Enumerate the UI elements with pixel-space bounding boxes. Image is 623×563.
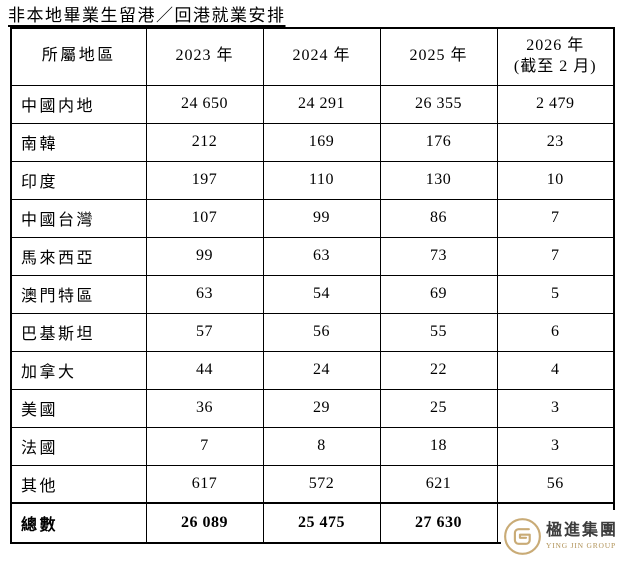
table-row: 中國台灣 107 99 86 7 bbox=[10, 198, 615, 238]
total-2025-cell: 27 630 bbox=[379, 502, 498, 544]
value-cell: 24 650 bbox=[145, 84, 264, 124]
ying-jin-emblem-icon bbox=[504, 517, 541, 555]
ying-jin-group-logo: 楹進集團 YING JIN GROUP bbox=[501, 510, 620, 562]
value-cell: 25 bbox=[379, 388, 498, 428]
value-cell: 617 bbox=[145, 464, 264, 504]
region-cell: 中國台灣 bbox=[10, 198, 147, 238]
col-header-2023: 2023 年 bbox=[145, 27, 264, 86]
value-cell: 55 bbox=[379, 312, 498, 352]
total-label: 總數 bbox=[10, 502, 147, 544]
table-row: 加拿大 44 24 22 4 bbox=[10, 350, 615, 390]
value-cell: 197 bbox=[145, 160, 264, 200]
table-row: 法國 7 8 18 3 bbox=[10, 426, 615, 466]
table-row: 馬來西亞 99 63 73 7 bbox=[10, 236, 615, 276]
col-header-2026-note: (截至 2 月) bbox=[513, 57, 597, 75]
table-row: 美國 36 29 25 3 bbox=[10, 388, 615, 428]
region-cell: 南韓 bbox=[10, 122, 147, 162]
value-cell: 69 bbox=[379, 274, 498, 314]
value-cell: 18 bbox=[379, 426, 498, 466]
value-cell: 6 bbox=[496, 312, 615, 352]
table-row: 其他 617 572 621 56 bbox=[10, 464, 615, 504]
value-cell: 4 bbox=[496, 350, 615, 390]
value-cell: 73 bbox=[379, 236, 498, 276]
value-cell: 22 bbox=[379, 350, 498, 390]
table-row: 澳門特區 63 54 69 5 bbox=[10, 274, 615, 314]
value-cell: 3 bbox=[496, 426, 615, 466]
value-cell: 8 bbox=[262, 426, 381, 466]
value-cell: 3 bbox=[496, 388, 615, 428]
value-cell: 5 bbox=[496, 274, 615, 314]
table-row: 巴基斯坦 57 56 55 6 bbox=[10, 312, 615, 352]
value-cell: 99 bbox=[262, 198, 381, 238]
total-2024-cell: 25 475 bbox=[262, 502, 381, 544]
employment-table: 所屬地區 2023 年 2024 年 2025 年 2026 年 (截至 2 月… bbox=[10, 27, 615, 544]
value-cell: 36 bbox=[145, 388, 264, 428]
region-cell: 中國内地 bbox=[10, 84, 147, 124]
value-cell: 176 bbox=[379, 122, 498, 162]
value-cell: 86 bbox=[379, 198, 498, 238]
table-body: 中國内地 24 650 24 291 26 355 2 479 南韓 212 169 176 23… bbox=[10, 84, 615, 504]
region-cell: 加拿大 bbox=[10, 350, 147, 390]
value-cell: 57 bbox=[145, 312, 264, 352]
value-cell: 54 bbox=[262, 274, 381, 314]
page-title: 非本地畢業生留港／回港就業安排 bbox=[8, 6, 286, 25]
value-cell: 130 bbox=[379, 160, 498, 200]
value-cell: 110 bbox=[262, 160, 381, 200]
value-cell: 107 bbox=[145, 198, 264, 238]
value-cell: 24 291 bbox=[262, 84, 381, 124]
region-cell: 馬來西亞 bbox=[10, 236, 147, 276]
value-cell: 621 bbox=[379, 464, 498, 504]
value-cell: 169 bbox=[262, 122, 381, 162]
value-cell: 23 bbox=[496, 122, 615, 162]
table-row: 中國内地 24 650 24 291 26 355 2 479 bbox=[10, 84, 615, 124]
region-cell: 巴基斯坦 bbox=[10, 312, 147, 352]
value-cell: 56 bbox=[262, 312, 381, 352]
value-cell: 63 bbox=[262, 236, 381, 276]
table-row: 南韓 212 169 176 23 bbox=[10, 122, 615, 162]
logo-text-block: 楹進集團 YING JIN GROUP bbox=[546, 522, 618, 550]
region-cell: 美國 bbox=[10, 388, 147, 428]
value-cell: 572 bbox=[262, 464, 381, 504]
value-cell: 29 bbox=[262, 388, 381, 428]
value-cell: 10 bbox=[496, 160, 615, 200]
table-row: 印度 197 110 130 10 bbox=[10, 160, 615, 200]
logo-name-zh: 楹進集團 bbox=[546, 521, 619, 539]
value-cell: 2 479 bbox=[496, 84, 615, 124]
region-cell: 法國 bbox=[10, 426, 147, 466]
region-cell: 印度 bbox=[10, 160, 147, 200]
value-cell: 7 bbox=[145, 426, 264, 466]
logo-name-en: YING JIN GROUP bbox=[546, 541, 616, 551]
value-cell: 212 bbox=[145, 122, 264, 162]
region-cell: 澳門特區 bbox=[10, 274, 147, 314]
value-cell: 26 355 bbox=[379, 84, 498, 124]
value-cell: 56 bbox=[496, 464, 615, 504]
col-header-2026-year: 2026 年 bbox=[526, 36, 585, 54]
col-header-region: 所屬地區 bbox=[10, 27, 147, 86]
header-row: 所屬地區 2023 年 2024 年 2025 年 2026 年 (截至 2 月… bbox=[10, 27, 615, 86]
value-cell: 63 bbox=[145, 274, 264, 314]
value-cell: 99 bbox=[145, 236, 264, 276]
col-header-2026: 2026 年 (截至 2 月) bbox=[496, 27, 615, 86]
col-header-2025: 2025 年 bbox=[379, 27, 498, 86]
value-cell: 7 bbox=[496, 236, 615, 276]
region-cell: 其他 bbox=[10, 464, 147, 504]
value-cell: 24 bbox=[262, 350, 381, 390]
col-header-2024: 2024 年 bbox=[262, 27, 381, 86]
value-cell: 7 bbox=[496, 198, 615, 238]
total-2023-cell: 26 089 bbox=[145, 502, 264, 544]
value-cell: 44 bbox=[145, 350, 264, 390]
